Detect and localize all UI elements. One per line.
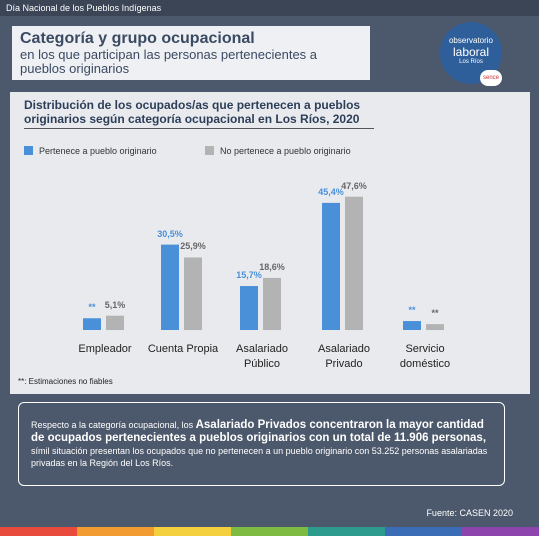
- logo-line: observatorio: [448, 36, 494, 45]
- value-label: 15,7%: [236, 270, 262, 281]
- summary-text: símil situación presentan los ocupados q…: [31, 446, 488, 468]
- summary-text: Asalariado Privados concentraron la mayo…: [31, 419, 487, 444]
- bar: [263, 277, 281, 330]
- bar: [240, 286, 258, 330]
- chart-panel: [10, 92, 530, 394]
- value-label: **: [408, 305, 416, 316]
- x-tick-label: Cuenta Propia: [147, 343, 219, 355]
- logo-region: Los Ríos: [459, 59, 483, 65]
- bar: [161, 244, 179, 330]
- logo-line: laboral: [452, 45, 490, 59]
- color-stripe: [0, 527, 539, 536]
- summary-box: Respecto a la categoría ocupacional, los…: [18, 402, 505, 486]
- x-tick-label: Asalariado Privado: [318, 343, 370, 370]
- source: Fuente: CASEN 2020: [426, 508, 513, 518]
- chart-title: Distribución de los ocupados/as que pert…: [24, 98, 374, 129]
- bar: [403, 321, 421, 330]
- legend-entry: No pertenece a pueblo originario: [205, 146, 351, 156]
- bar: [184, 257, 202, 330]
- summary-text: Respecto a la categoría ocupacional, los: [31, 420, 196, 430]
- heading: Categoría y grupo ocupacional en los que…: [12, 26, 370, 80]
- heading-title: Categoría y grupo ocupacional: [20, 30, 255, 47]
- bar: [322, 202, 340, 330]
- bar: [345, 196, 363, 330]
- bar: [83, 318, 101, 330]
- x-tick-label: Asalariado Público: [236, 343, 288, 370]
- value-label: **: [88, 302, 96, 313]
- legend-label: No pertenece a pueblo originario: [220, 146, 351, 156]
- footnote: **: Estimaciones no fiables: [18, 377, 113, 386]
- value-label: 30,5%: [157, 228, 183, 239]
- x-tick-label: Servicio doméstico: [399, 343, 451, 370]
- x-tick-label: Empleador: [78, 343, 132, 355]
- top-bar: Día Nacional de los Pueblos Indígenas: [0, 0, 539, 16]
- value-label: **: [431, 308, 439, 319]
- heading-subtitle: en los que participan las personas perte…: [20, 47, 318, 76]
- legend-swatch: [24, 146, 33, 155]
- value-label: 5,1%: [104, 299, 126, 310]
- value-label: 45,4%: [318, 186, 344, 197]
- logo-brand: sence: [480, 70, 502, 86]
- legend-entry: Pertenece a pueblo originario: [24, 146, 157, 156]
- value-label: 18,6%: [259, 261, 285, 272]
- value-label: 47,6%: [341, 180, 367, 191]
- bar: [426, 324, 444, 330]
- bar: [106, 315, 124, 330]
- value-label: 25,9%: [180, 241, 206, 252]
- legend-label: Pertenece a pueblo originario: [39, 146, 157, 156]
- legend-swatch: [205, 146, 214, 155]
